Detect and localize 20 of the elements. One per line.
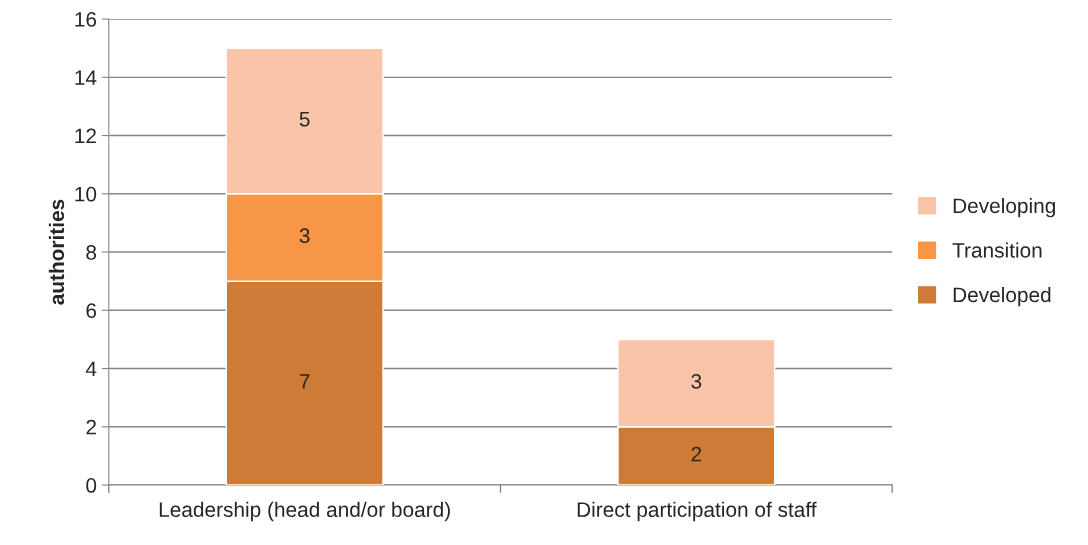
data-label: 5 xyxy=(299,112,310,127)
y-axis-title: authorities xyxy=(48,199,65,305)
y-tick-label: 4 xyxy=(85,361,97,377)
data-label: 2 xyxy=(691,446,702,462)
y-tick-label: 0 xyxy=(86,478,97,493)
legend-label: Developing xyxy=(953,197,1055,218)
y-tick-label: 12 xyxy=(75,128,96,144)
legend-label: Transition xyxy=(952,242,1042,258)
legend-label: Developed xyxy=(953,286,1051,307)
data-label: 3 xyxy=(691,373,702,389)
y-tick-label: 14 xyxy=(75,70,97,85)
y-tick-label: 8 xyxy=(86,245,97,260)
y-tick-label: 2 xyxy=(86,419,96,435)
y-tick-label: 10 xyxy=(75,186,97,202)
data-label: 7 xyxy=(299,374,310,389)
data-label: 3 xyxy=(299,228,310,244)
x-tick-label: Leadership (head and/or board) xyxy=(159,501,450,522)
y-tick-label: 16 xyxy=(75,12,97,27)
y-tick-label: 6 xyxy=(86,303,97,319)
x-tick-label: Direct participation of staff xyxy=(577,501,817,522)
